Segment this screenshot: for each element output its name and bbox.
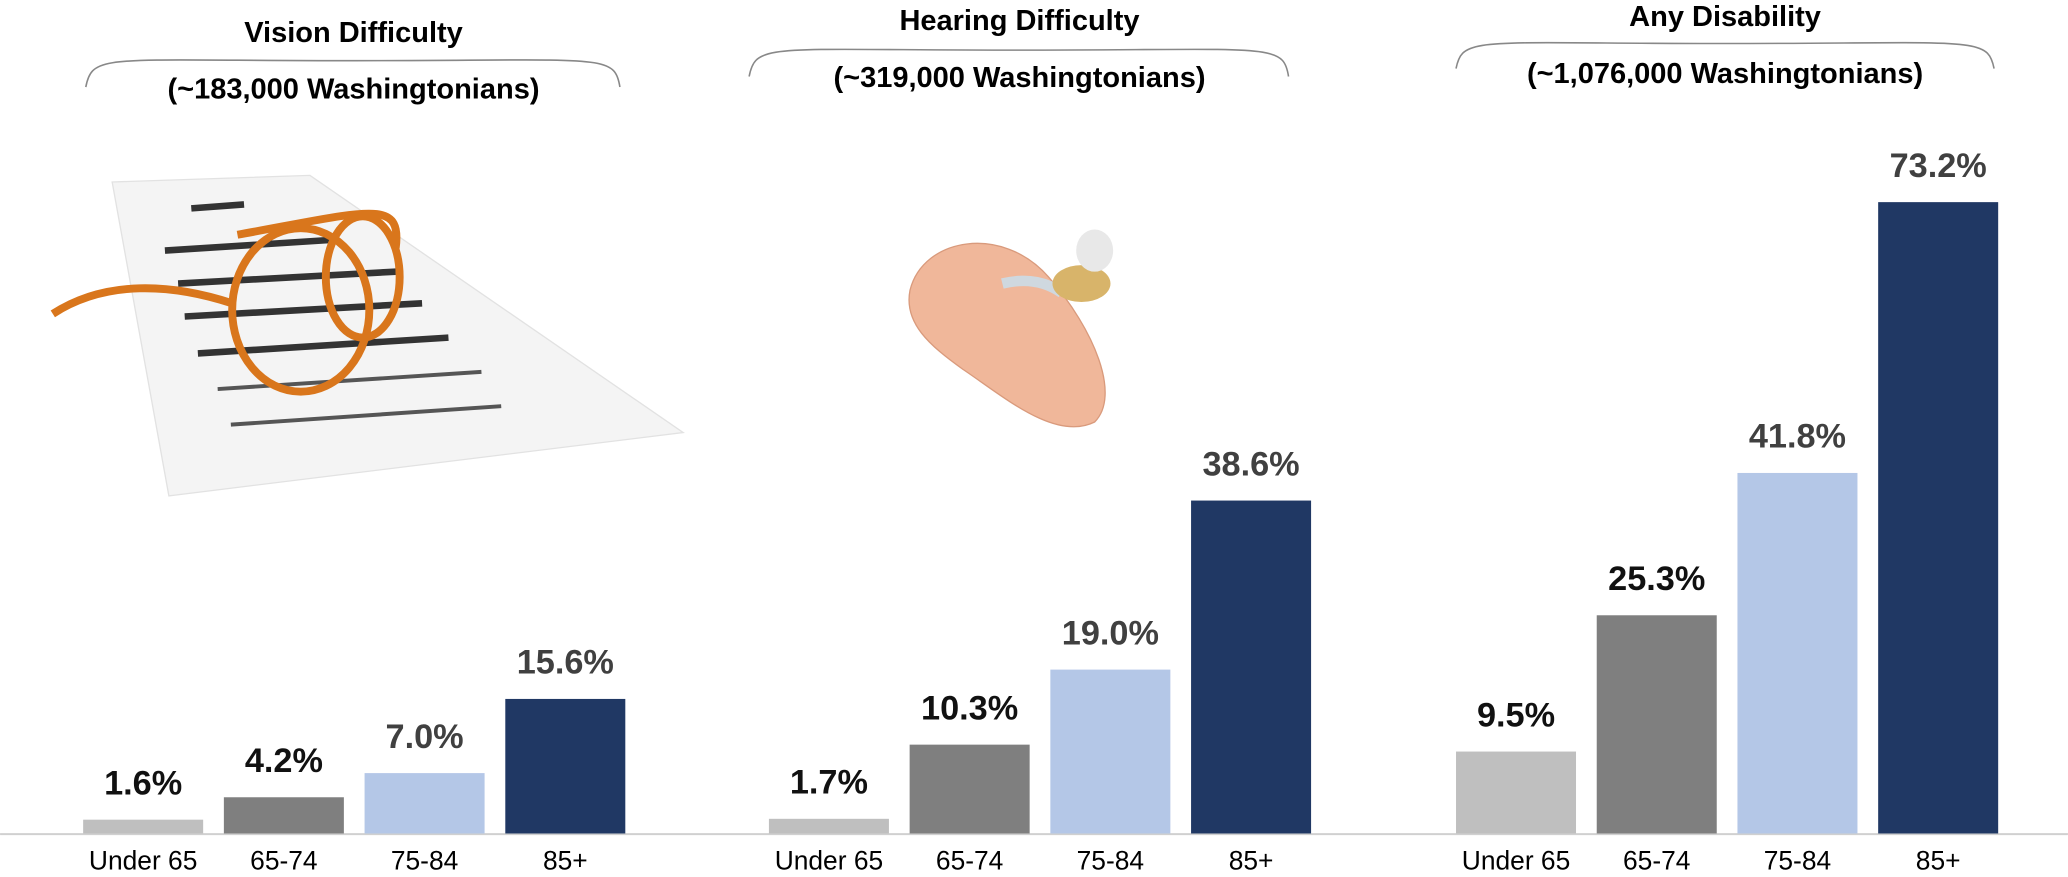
panel-subtitle: (~183,000 Washingtonians) bbox=[167, 74, 539, 106]
bar bbox=[909, 744, 1030, 834]
bar bbox=[1737, 472, 1858, 834]
bar bbox=[1191, 500, 1312, 834]
x-tick-label: 65-74 bbox=[250, 845, 317, 875]
bar bbox=[768, 818, 889, 834]
value-label: 15.6% bbox=[517, 644, 614, 682]
bar bbox=[1878, 202, 1999, 834]
value-label: 38.6% bbox=[1202, 445, 1299, 483]
x-tick-label: 85+ bbox=[1229, 845, 1274, 875]
x-tick-label: Under 65 bbox=[775, 845, 883, 875]
x-tick-label: 65-74 bbox=[1623, 845, 1690, 875]
value-label: 9.5% bbox=[1477, 696, 1555, 734]
x-tick-label: 75-84 bbox=[1764, 845, 1831, 875]
value-label: 7.0% bbox=[386, 718, 464, 756]
hearing-aid-illustration bbox=[908, 229, 1114, 428]
bar bbox=[1050, 669, 1171, 834]
bar bbox=[364, 773, 485, 834]
bar bbox=[223, 797, 344, 834]
panel-title: Hearing Difficulty bbox=[899, 5, 1139, 37]
bar bbox=[1456, 751, 1577, 834]
x-tick-label: 75-84 bbox=[391, 845, 458, 875]
value-label: 1.7% bbox=[790, 764, 868, 802]
title-brackets bbox=[85, 41, 1995, 88]
value-label: 25.3% bbox=[1608, 560, 1705, 598]
x-tick-label: Under 65 bbox=[1462, 845, 1570, 875]
x-tick-label: 75-84 bbox=[1077, 845, 1144, 875]
value-label: 73.2% bbox=[1890, 147, 1987, 185]
panel-title: Any Disability bbox=[1629, 1, 1821, 33]
value-label: 19.0% bbox=[1062, 614, 1159, 652]
value-label: 1.6% bbox=[104, 764, 182, 802]
value-label: 41.8% bbox=[1749, 418, 1846, 456]
eye-chart-illustration bbox=[50, 174, 686, 497]
x-tick-label: 85+ bbox=[1916, 845, 1961, 875]
x-tick-label: 85+ bbox=[543, 845, 588, 875]
x-tick-label: 65-74 bbox=[936, 845, 1003, 875]
bar bbox=[505, 698, 626, 834]
value-label: 10.3% bbox=[921, 689, 1018, 727]
panel-subtitle: (~1,076,000 Washingtonians) bbox=[1527, 58, 1923, 90]
value-label: 4.2% bbox=[245, 742, 323, 780]
bar bbox=[83, 819, 204, 834]
panel-title: Vision Difficulty bbox=[244, 17, 463, 49]
bar bbox=[1596, 615, 1717, 834]
panel-subtitle: (~319,000 Washingtonians) bbox=[833, 62, 1205, 94]
x-tick-label: Under 65 bbox=[89, 845, 197, 875]
